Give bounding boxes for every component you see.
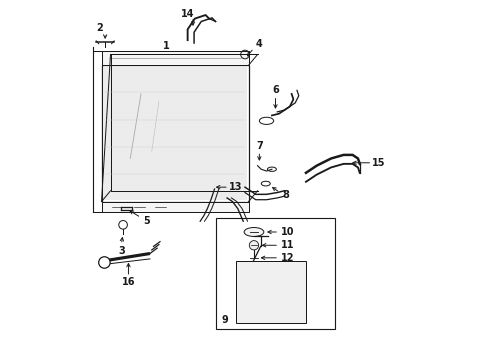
Text: 5: 5 <box>143 216 150 226</box>
Text: 6: 6 <box>272 85 279 95</box>
Text: 16: 16 <box>122 277 135 287</box>
Text: 14: 14 <box>181 9 195 19</box>
Bar <box>101 65 248 202</box>
Bar <box>236 261 306 323</box>
Text: 10: 10 <box>281 227 295 237</box>
Bar <box>103 67 247 200</box>
Text: 15: 15 <box>372 158 386 168</box>
Text: 4: 4 <box>255 40 262 49</box>
Bar <box>101 202 248 212</box>
Bar <box>101 51 248 65</box>
Bar <box>216 218 335 329</box>
Circle shape <box>98 257 110 268</box>
Text: 2: 2 <box>97 23 103 33</box>
Text: 11: 11 <box>281 240 295 250</box>
Text: 9: 9 <box>222 315 229 325</box>
Ellipse shape <box>244 228 264 237</box>
Text: 7: 7 <box>256 141 263 151</box>
Text: 3: 3 <box>118 246 124 256</box>
Text: 12: 12 <box>281 253 295 263</box>
Text: 8: 8 <box>282 190 289 201</box>
Circle shape <box>249 240 259 250</box>
Text: 13: 13 <box>228 182 242 192</box>
Text: 1: 1 <box>163 41 170 50</box>
